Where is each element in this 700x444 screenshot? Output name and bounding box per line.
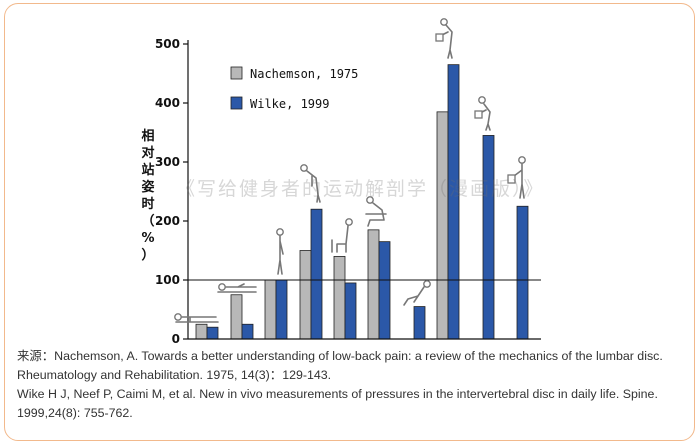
bar-wilke-sitting-bent-forward — [378, 241, 391, 340]
bar-wilke-sitting-relaxed — [344, 282, 357, 340]
pictogram-holding-standing-head — [518, 156, 526, 164]
caption-line-1: 来源：Nachemson, A. Towards a better unders… — [17, 349, 663, 382]
bar-nachemson-lying-side — [230, 294, 243, 340]
y-axis-label-char: （ — [141, 214, 155, 229]
pictogram-standing-relaxed-icon — [277, 235, 284, 275]
legend-label-wilke: Wilke, 1999 — [250, 97, 329, 111]
legend-swatch-wilke — [230, 96, 243, 110]
pictogram-lying-supine-head — [174, 313, 182, 321]
pictogram-standing-relaxed-head — [276, 228, 284, 236]
bar-wilke-lifting-weight-close — [482, 135, 495, 340]
y-axis-label-char: 相 — [141, 129, 155, 144]
bar-nachemson-standing-bent-forward — [299, 250, 312, 340]
y-tick-label-400: 400 — [155, 96, 180, 110]
legend-label-nachemson: Nachemson, 1975 — [250, 67, 358, 81]
pictogram-lying-supine-icon — [175, 316, 219, 323]
bar-wilke-standing-relaxed — [275, 279, 288, 340]
bar-wilke-holding-weight-standing — [516, 205, 529, 340]
pictogram-lying-side-icon — [217, 283, 257, 293]
y-axis-label-char: ） — [141, 248, 155, 263]
pictogram-sitting-slouched-icon — [403, 286, 425, 306]
y-axis-label: 相对站姿时 （% ） — [138, 128, 158, 264]
bar-nachemson-sitting-relaxed — [333, 255, 346, 340]
caption-line-2: Wike H J, Neef P, Caimi M, et al. New in… — [17, 387, 658, 420]
y-axis-label-char: 时 — [141, 197, 155, 212]
pictogram-holding-standing-box — [507, 174, 516, 184]
y-axis-label-char: 对 — [141, 146, 155, 161]
pictogram-standing-bent-icon — [306, 170, 321, 203]
y-axis-label-char: 姿 — [141, 180, 155, 195]
pictogram-lifting-bent-head — [440, 18, 448, 26]
pictogram-lifting-bent-box — [435, 33, 444, 42]
bar-wilke-lying-supine — [206, 326, 219, 340]
y-tick-label-300: 300 — [155, 155, 180, 169]
pictogram-sitting-slouched-head — [423, 280, 431, 288]
source-caption: 来源：Nachemson, A. Towards a better unders… — [17, 347, 687, 423]
bar-nachemson-lifting-weight-bent — [436, 111, 449, 340]
y-tick-label-200: 200 — [155, 214, 180, 228]
pictogram-sitting-bent-icon — [365, 202, 387, 227]
y-tick-label-500: 500 — [155, 37, 180, 51]
legend-swatch-nachemson — [230, 66, 243, 80]
bar-wilke-sitting-slouched — [413, 306, 426, 340]
bar-wilke-lifting-weight-bent — [447, 64, 460, 340]
y-tick-label-100: 100 — [155, 273, 180, 287]
bar-wilke-lying-side — [241, 323, 254, 340]
y-axis-label-char: 站 — [141, 163, 155, 178]
pictogram-sitting-relaxed-head — [345, 218, 353, 226]
watermark: 《写给健身者的运动解剖学（漫画版）》 — [176, 178, 545, 200]
pictogram-lying-side-head — [218, 283, 226, 291]
bar-nachemson-standing-relaxed — [264, 279, 277, 340]
y-axis-label-char: % — [141, 231, 155, 246]
pictogram-sitting-bent-head — [366, 196, 374, 204]
pictogram-lifting-close-box — [474, 110, 483, 119]
y-tick-label-0: 0 — [172, 332, 180, 346]
pictogram-standing-bent-head — [300, 164, 308, 172]
pictogram-sitting-relaxed-icon — [331, 225, 349, 253]
bar-nachemson-lying-supine — [195, 323, 208, 340]
bar-nachemson-sitting-bent-forward — [367, 229, 380, 340]
bar-wilke-standing-bent-forward — [310, 208, 323, 340]
pictogram-lifting-close-head — [478, 96, 486, 104]
